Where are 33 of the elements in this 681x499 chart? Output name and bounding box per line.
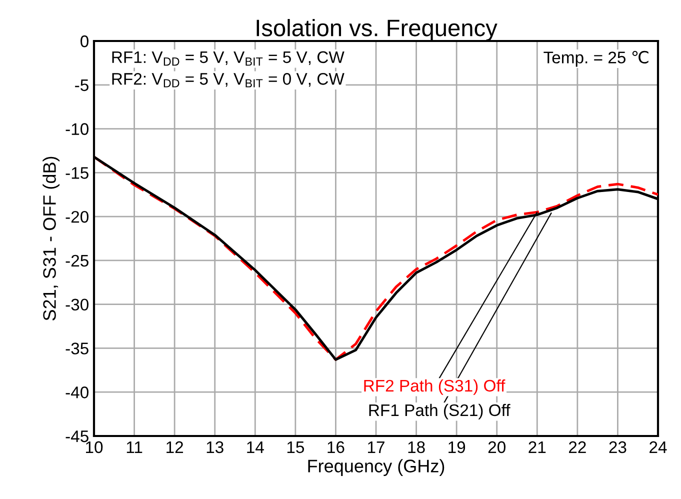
x-tick-label: 22 xyxy=(569,441,586,453)
x-tick-label: 14 xyxy=(247,441,264,453)
y-tick-label: -15 xyxy=(66,167,88,179)
x-tick-label: 17 xyxy=(368,441,384,453)
annotation: RF1: V$_{DD}$ = 5 V, V$_{BIT}$ = 5 V, CW xyxy=(112,51,344,66)
y-tick-label: -45 xyxy=(66,430,88,442)
y-tick-label: -10 xyxy=(66,123,88,135)
y-tick-label: 0 xyxy=(80,35,88,48)
x-tick-label: 19 xyxy=(448,441,466,454)
y-tick-label: -5 xyxy=(75,79,88,92)
chart-title: Isolation vs. Frequency xyxy=(256,18,498,41)
y-axis-title: S21, S31 - OFF (dB) xyxy=(42,156,60,320)
annotation: RF1 Path (S21) Off xyxy=(369,404,510,420)
y-tick-label: -40 xyxy=(66,386,88,398)
x-tick-label: 10 xyxy=(86,441,103,454)
x-tick-label: 20 xyxy=(488,441,506,454)
x-tick-label: 23 xyxy=(609,441,626,454)
y-tick-label: -20 xyxy=(66,210,88,223)
y-tick-label: -30 xyxy=(66,298,88,311)
x-tick-label: 15 xyxy=(287,441,304,454)
y-tick-label: -25 xyxy=(66,254,88,267)
annotation: RF2 Path (S31) Off xyxy=(364,379,506,395)
x-tick-label: 24 xyxy=(650,441,667,453)
x-tick-label: 11 xyxy=(126,441,142,453)
x-tick-label: 21 xyxy=(528,441,546,453)
y-tick-label: -35 xyxy=(66,342,88,354)
annotation: Temp. = 25 ℃ xyxy=(544,50,648,67)
x-tick-label: 16 xyxy=(328,441,344,454)
x-tick-label: 12 xyxy=(166,441,184,453)
x-axis-title: Frequency (GHz) xyxy=(308,459,444,476)
annotation: RF2: V$_{DD}$ = 5 V, V$_{BIT}$ = 0 V, CW xyxy=(112,73,344,88)
x-tick-label: 13 xyxy=(206,441,224,454)
x-tick-label: 18 xyxy=(408,441,425,454)
